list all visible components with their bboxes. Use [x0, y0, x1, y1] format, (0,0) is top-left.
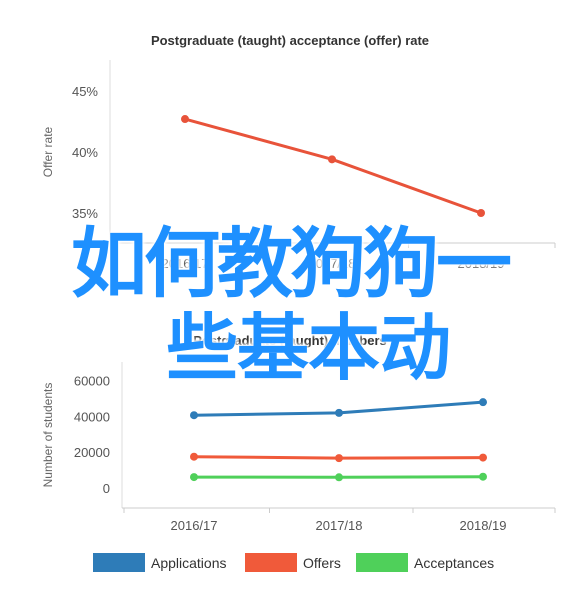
chart-1-x-tick-label: 2017/18 — [316, 518, 363, 533]
legend-label-1: Offers — [303, 555, 341, 571]
chart-0-title: Postgraduate (taught) acceptance (offer)… — [151, 33, 429, 48]
chart-1-y-tick-label: 0 — [103, 481, 110, 496]
chart-0-x-tick-label: 2017/18 — [309, 256, 356, 271]
chart-0-y-tick-label: 35% — [72, 206, 98, 221]
legend-label-2: Acceptances — [414, 555, 494, 571]
chart-0-x-tick-label: 2016/17 — [162, 256, 209, 271]
chart-1-series-2-point — [479, 472, 487, 481]
chart-0-series-0-point — [477, 209, 485, 217]
chart-1-series-2-point — [335, 473, 343, 482]
chart-1-y-tick-label: 40000 — [74, 409, 110, 424]
chart-1-series-0-point — [479, 398, 487, 407]
chart-0-x-tick-label: 2018/19 — [458, 256, 505, 271]
legend-swatch-0 — [93, 553, 145, 572]
chart-1-x-tick-label: 2018/19 — [460, 518, 507, 533]
chart-1-title: Postgraduate (taught) numbers — [193, 333, 387, 348]
chart-1-series-0-point — [335, 408, 343, 417]
chart-1-y-axis-label: Number of students — [41, 383, 55, 488]
overlay-caption-line-2: 些基本动 — [165, 306, 451, 390]
overlay-caption-line-1: 如何教狗狗一 — [71, 219, 512, 308]
chart-0-series-0-line — [184, 117, 482, 215]
chart-0-series-0-point — [181, 115, 189, 124]
chart-0-series-0-point — [328, 155, 336, 164]
chart-1-series-0-point — [190, 411, 198, 420]
chart-1-series-1-point — [479, 453, 487, 462]
legend-label-0: Applications — [151, 555, 227, 571]
chart-1-y-tick-label: 20000 — [74, 445, 110, 460]
chart-1-series-2-point — [190, 473, 198, 482]
chart-1-x-tick-label: 2016/17 — [171, 518, 218, 533]
chart-1-series-1-point — [335, 454, 343, 463]
chart-0-y-tick-label: 45% — [72, 84, 98, 99]
chart-1-y-tick-label: 60000 — [74, 374, 110, 389]
legend-swatch-2 — [356, 553, 408, 572]
chart-0-y-tick-label: 40% — [72, 145, 98, 160]
chart-0-y-axis-label: Offer rate — [41, 126, 55, 177]
legend-swatch-1 — [245, 553, 297, 572]
chart-1-series-1-point — [190, 452, 198, 461]
